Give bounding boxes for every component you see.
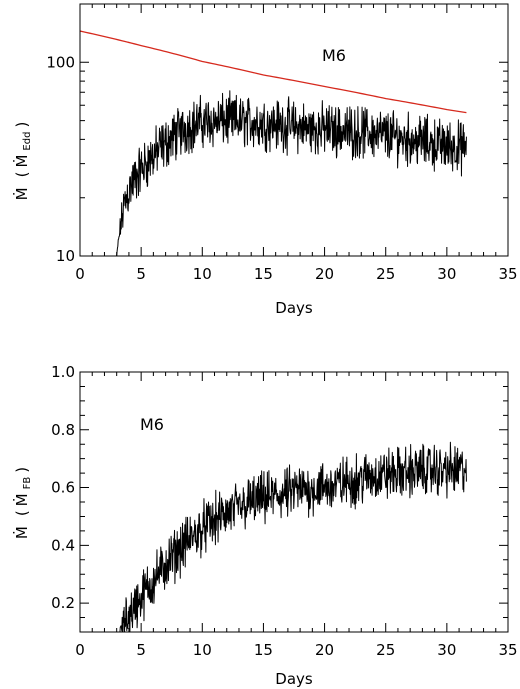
bottom-x-tick-label: 10 bbox=[193, 641, 212, 659]
bottom-x-tick-label: 20 bbox=[315, 641, 334, 659]
top-x-tick-label: 35 bbox=[498, 265, 517, 283]
top-series-0-line bbox=[80, 30, 467, 114]
top-x-tick-label: 0 bbox=[75, 265, 85, 283]
bottom-y-tick-label: 1.0 bbox=[51, 363, 75, 381]
bottom-y-axis-title: Ṁ ( Ṁ FB ) bbox=[12, 467, 34, 539]
bottom-ylabel-sub: FB bbox=[22, 477, 33, 490]
svg-text:Ṁ ( Ṁ: Ṁ ( Ṁ Edd ) bbox=[12, 122, 34, 201]
bottom-x-tick-label: 5 bbox=[136, 641, 146, 659]
top-x-tick-label: 20 bbox=[315, 265, 334, 283]
bottom-ylabel-inner: Ṁ bbox=[12, 493, 31, 506]
top-x-tick-label: 25 bbox=[376, 265, 395, 283]
bottom-x-tick-label: 35 bbox=[498, 641, 517, 659]
top-ylabel-main: Ṁ bbox=[12, 187, 31, 200]
top-y-axis-title: Ṁ ( Ṁ Edd ) bbox=[12, 122, 34, 201]
bottom-x-tick-label: 0 bbox=[75, 641, 85, 659]
bottom-series-0-line bbox=[119, 441, 467, 632]
bottom-ylabel-open: ( bbox=[13, 510, 31, 516]
bottom-panel: M6 Days Ṁ ( Ṁ FB ) 0 5 10 15 20 25 30 35 0.2 0.4 0… bbox=[12, 363, 518, 688]
top-series-1-line bbox=[116, 90, 467, 256]
top-x-tick-label: 5 bbox=[136, 265, 146, 283]
bottom-y-tick-label: 0.4 bbox=[51, 536, 75, 554]
bottom-x-tick-label: 15 bbox=[254, 641, 273, 659]
top-ylabel-open: ( bbox=[13, 172, 31, 178]
top-y-tick-label: 100 bbox=[46, 53, 75, 71]
bottom-y-tick-label: 0.6 bbox=[51, 479, 75, 497]
bottom-x-tick-label: 30 bbox=[437, 641, 456, 659]
top-x-axis-title: Days bbox=[275, 299, 313, 317]
bottom-annotation: M6 bbox=[140, 415, 164, 434]
bottom-y-tick-label: 0.8 bbox=[51, 421, 75, 439]
bottom-y-tick-label: 0.2 bbox=[51, 594, 75, 612]
top-ylabel-sub: Edd bbox=[22, 132, 33, 151]
top-annotation: M6 bbox=[322, 46, 346, 65]
bottom-x-axis-title: Days bbox=[275, 670, 313, 688]
top-x-tick-label: 15 bbox=[254, 265, 273, 283]
top-plot-frame bbox=[79, 3, 509, 257]
bottom-ylabel-close: ) bbox=[13, 467, 31, 473]
top-y-tick-label: 10 bbox=[56, 247, 75, 265]
top-ylabel-close: ) bbox=[13, 122, 31, 128]
svg-text:Ṁ ( Ṁ: Ṁ ( Ṁ FB ) bbox=[12, 467, 34, 539]
top-panel: M6 Days Ṁ ( Ṁ Edd ) 0 5 10 15 20 25 30 35 10 100 bbox=[12, 3, 518, 317]
top-x-tick-label: 10 bbox=[193, 265, 212, 283]
bottom-x-tick-label: 25 bbox=[376, 641, 395, 659]
top-x-tick-label: 30 bbox=[437, 265, 456, 283]
bottom-ylabel-main: Ṁ bbox=[12, 526, 31, 539]
top-ylabel-inner: Ṁ bbox=[12, 155, 31, 168]
